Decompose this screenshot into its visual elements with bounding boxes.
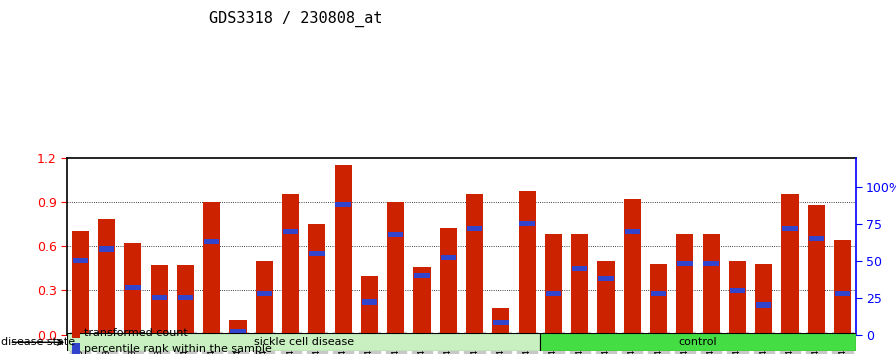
Bar	[387, 202, 404, 335]
Bar	[361, 275, 378, 335]
Bar	[467, 226, 482, 231]
Bar	[308, 224, 325, 335]
Bar	[283, 229, 298, 234]
Bar	[807, 205, 825, 335]
Bar	[493, 320, 509, 325]
Bar	[335, 202, 351, 207]
Bar	[599, 276, 614, 281]
Text: percentile rank within the sample: percentile rank within the sample	[84, 344, 272, 354]
Text: control: control	[678, 337, 718, 347]
Bar	[625, 229, 640, 234]
Bar	[151, 295, 167, 300]
Bar	[99, 246, 115, 252]
Bar	[728, 261, 746, 335]
Bar	[388, 232, 403, 237]
Bar	[756, 302, 771, 308]
Bar	[676, 234, 694, 335]
Bar	[546, 291, 561, 296]
Bar	[519, 192, 536, 335]
Bar	[229, 320, 246, 335]
Text: disease state: disease state	[1, 337, 75, 347]
Bar	[782, 226, 797, 231]
Bar	[125, 243, 142, 335]
Bar	[98, 219, 116, 335]
Text: sickle cell disease: sickle cell disease	[254, 337, 354, 347]
Bar	[540, 333, 856, 351]
Bar	[73, 258, 88, 263]
Bar	[572, 266, 588, 271]
Bar	[466, 194, 483, 335]
Bar	[203, 202, 220, 335]
Bar	[650, 264, 668, 335]
Bar	[571, 234, 589, 335]
Bar	[492, 308, 510, 335]
Bar	[413, 267, 431, 335]
Text: GDS3318 / 230808_at: GDS3318 / 230808_at	[209, 11, 383, 27]
Bar	[177, 295, 194, 300]
Bar	[177, 265, 194, 335]
Bar	[125, 285, 141, 290]
Bar	[72, 231, 89, 335]
Bar	[520, 221, 535, 227]
Bar	[729, 288, 745, 293]
Bar	[650, 291, 667, 296]
Bar	[309, 251, 324, 256]
Bar	[151, 265, 168, 335]
Bar	[545, 234, 562, 335]
Bar	[414, 273, 430, 278]
Bar	[230, 329, 246, 334]
Bar	[624, 199, 641, 335]
Bar	[362, 299, 377, 305]
Bar	[441, 255, 456, 261]
Bar	[255, 261, 273, 335]
Bar	[204, 239, 220, 244]
Bar	[703, 261, 719, 266]
Text: transformed count: transformed count	[84, 329, 188, 338]
Bar	[72, 327, 80, 338]
Bar	[598, 261, 615, 335]
Bar	[755, 264, 772, 335]
Bar	[334, 165, 352, 335]
Bar	[67, 333, 540, 351]
Bar	[781, 194, 798, 335]
Bar	[808, 236, 824, 241]
Bar	[256, 291, 272, 296]
Bar	[282, 194, 299, 335]
Bar	[677, 261, 693, 266]
Bar	[440, 228, 457, 335]
Bar	[834, 240, 851, 335]
Bar	[702, 234, 719, 335]
Bar	[835, 291, 850, 296]
Bar	[72, 343, 80, 354]
